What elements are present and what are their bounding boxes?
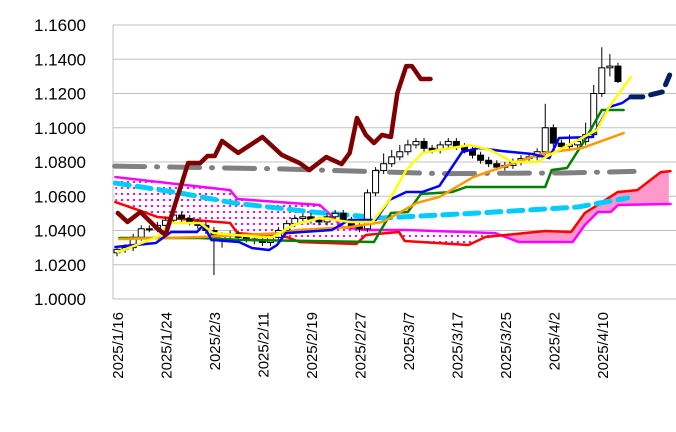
y-tick-label: 1.0600 [34, 187, 86, 206]
candle-body-down [557, 142, 565, 148]
candle [372, 167, 380, 197]
candle-body-up [541, 127, 549, 153]
candle [420, 138, 428, 152]
x-tick-label: 2025/3/25 [498, 312, 515, 379]
candle-body-down [186, 218, 194, 223]
candle [145, 225, 153, 233]
tenkan-forecast-line [628, 72, 673, 100]
candle-body-down [315, 219, 323, 223]
candle-body-down [339, 212, 347, 221]
candle-body-down [420, 140, 428, 149]
candle [404, 139, 412, 156]
x-tick-label: 2025/2/11 [255, 312, 272, 378]
y-tick-label: 1.0200 [34, 256, 86, 275]
gray-ma-line [112, 163, 637, 177]
short-ma-line [116, 75, 633, 254]
candle-body-down [485, 159, 493, 165]
long-ma-line [118, 131, 625, 241]
candle-body-up [363, 192, 371, 230]
x-tick-label: 2025/4/2 [546, 312, 563, 370]
indicator-lines-back [112, 163, 672, 247]
y-tick-label: 1.0800 [34, 153, 86, 172]
chikou-line [115, 63, 433, 238]
senkou-span-b-line [114, 169, 672, 247]
x-tick-label: 2025/1/16 [110, 312, 127, 379]
candle-body-down [614, 65, 622, 83]
y-tick-label: 1.1200 [34, 85, 86, 104]
candle [388, 150, 396, 168]
y-tick-label: 1.1000 [34, 119, 86, 138]
candle-body-up [444, 140, 452, 146]
x-tick-label: 2025/3/17 [449, 312, 466, 379]
candle-body-up [145, 228, 153, 231]
cyan-ma-line [112, 180, 631, 221]
y-tick-label: 1.1400 [34, 50, 86, 69]
x-tick-label: 2025/3/7 [401, 312, 418, 370]
candle [541, 103, 549, 156]
y-tick-label: 1.0400 [34, 222, 86, 241]
candle [380, 153, 388, 174]
x-tick-label: 2025/4/10 [595, 312, 612, 379]
senkou-span-a-line [114, 175, 672, 244]
candle-body-down [493, 163, 501, 168]
candle-body-down [549, 127, 557, 144]
candle [598, 47, 606, 97]
candle-body-up [412, 140, 420, 146]
candle-body-up [396, 151, 404, 158]
candle [412, 138, 420, 149]
candle [614, 62, 622, 84]
x-axis-tick-labels: 2025/1/16 2025/1/24 2025/2/3 2025/2/11 2025/… [110, 312, 612, 379]
candle [485, 156, 493, 168]
candle-body-down [477, 154, 485, 161]
candle-body-up [331, 212, 339, 218]
candle [477, 151, 485, 164]
candle-body-up [372, 170, 380, 194]
candle [178, 211, 186, 222]
y-tick-label: 1.0000 [34, 290, 86, 309]
candle-body-up [598, 67, 606, 94]
candle [436, 141, 444, 154]
x-tick-label: 2025/2/19 [304, 312, 321, 379]
candle [549, 124, 557, 147]
candle-body-down [178, 214, 186, 220]
y-axis-tick-labels: 1.0000 1.0200 1.0400 1.0600 1.0800 1.1000 1.12… [34, 16, 86, 309]
candle [258, 237, 266, 246]
candle-body-up [388, 156, 396, 165]
candle [606, 54, 614, 77]
candle [396, 144, 404, 161]
x-tick-label: 2025/2/3 [207, 312, 224, 370]
candle-body-up [404, 144, 412, 153]
x-tick-label: 2025/2/27 [352, 312, 369, 379]
candle [299, 213, 307, 222]
candle [444, 138, 452, 149]
candle-body-up [137, 228, 145, 238]
candle-body-up [380, 163, 388, 172]
candle [129, 233, 137, 252]
candle [331, 209, 339, 221]
y-tick-label: 1.1600 [34, 16, 86, 35]
x-tick-label: 2025/1/24 [158, 312, 175, 379]
candle-body-up [606, 65, 614, 69]
cloud-fill-dotted [115, 177, 497, 245]
candle-body-up [299, 216, 307, 220]
indicator-lines-front [114, 63, 673, 254]
